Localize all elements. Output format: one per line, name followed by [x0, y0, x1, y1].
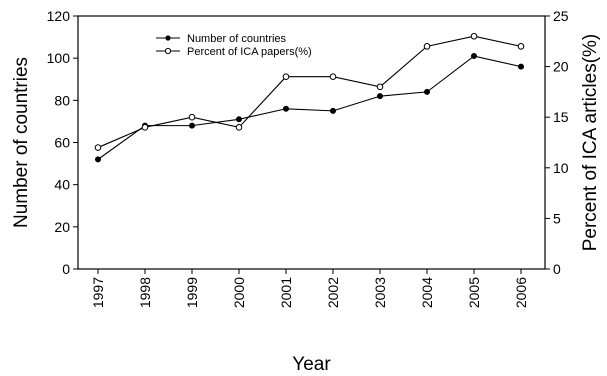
legend: Number of countries Percent of ICA paper… [156, 33, 312, 58]
y2-axis-ticks: 0 5 10 15 20 25 [545, 8, 569, 277]
legend-label-number-of-countries: Number of countries [187, 33, 287, 45]
x-tick-label: 2001 [278, 277, 294, 308]
series-0-point [189, 122, 195, 129]
series-0-point [518, 63, 524, 70]
y-tick-label: 20 [54, 219, 70, 235]
y-tick-label: 60 [54, 135, 70, 151]
series-1-point [423, 43, 431, 50]
series-1-point [376, 83, 384, 91]
y-tick-label: 40 [54, 177, 70, 193]
series-line-1 [97, 35, 522, 149]
y2-tick-label: 25 [553, 8, 569, 24]
x-tick-label: 2003 [372, 277, 388, 308]
x-tick-label: 2004 [419, 277, 435, 308]
series-1-point [235, 124, 243, 131]
series-line-0 [97, 55, 522, 160]
x-tick-label: 2005 [466, 277, 482, 308]
x-tick-label: 1997 [90, 277, 106, 308]
x-tick-label: 1998 [137, 277, 153, 308]
series-0-point [330, 107, 336, 114]
y2-axis-title: Percent of ICA articles(%) [580, 34, 601, 252]
series-1-point [517, 43, 525, 50]
series-0-point [377, 93, 383, 100]
series-1-point [141, 124, 149, 131]
y-tick-label: 100 [47, 50, 71, 66]
series-1-point [188, 113, 196, 121]
y2-tick-label: 0 [553, 261, 561, 277]
legend-marker-number-of-countries [165, 35, 171, 41]
y-tick-label: 120 [47, 8, 71, 24]
x-axis-title: Year [292, 354, 331, 375]
legend-label-percent-ica-papers: Percent of ICA papers(%) [187, 46, 312, 58]
x-tick-label: 2006 [513, 277, 529, 308]
series-1-point [282, 73, 290, 81]
x-tick-label: 2000 [231, 277, 247, 308]
x-tick-label: 1999 [184, 277, 200, 308]
series-0-point [283, 105, 289, 112]
y2-tick-label: 5 [553, 210, 561, 226]
y-tick-label: 0 [62, 261, 70, 277]
legend-marker-percent-ica-papers [164, 47, 172, 55]
series-0-point [471, 53, 477, 60]
series-0-point [424, 88, 430, 95]
series-1-point [329, 73, 337, 81]
x-axis-ticks: 1997 1998 1999 2000 2001 2002 2003 2004 2005 2006 [90, 269, 529, 308]
series-0-point [95, 156, 101, 163]
series-0-point [236, 116, 242, 123]
x-tick-label: 2002 [325, 277, 341, 308]
series-1-point [470, 32, 478, 40]
y-axis-ticks: 0 20 40 60 80 100 120 [47, 8, 78, 277]
y-tick-label: 80 [54, 92, 70, 108]
series-layer [94, 32, 525, 163]
y2-tick-label: 10 [553, 160, 569, 176]
series-1-point [94, 144, 102, 151]
y2-tick-label: 15 [553, 109, 569, 125]
y2-tick-label: 20 [553, 59, 569, 75]
y-axis-title: Number of countries [11, 57, 32, 228]
